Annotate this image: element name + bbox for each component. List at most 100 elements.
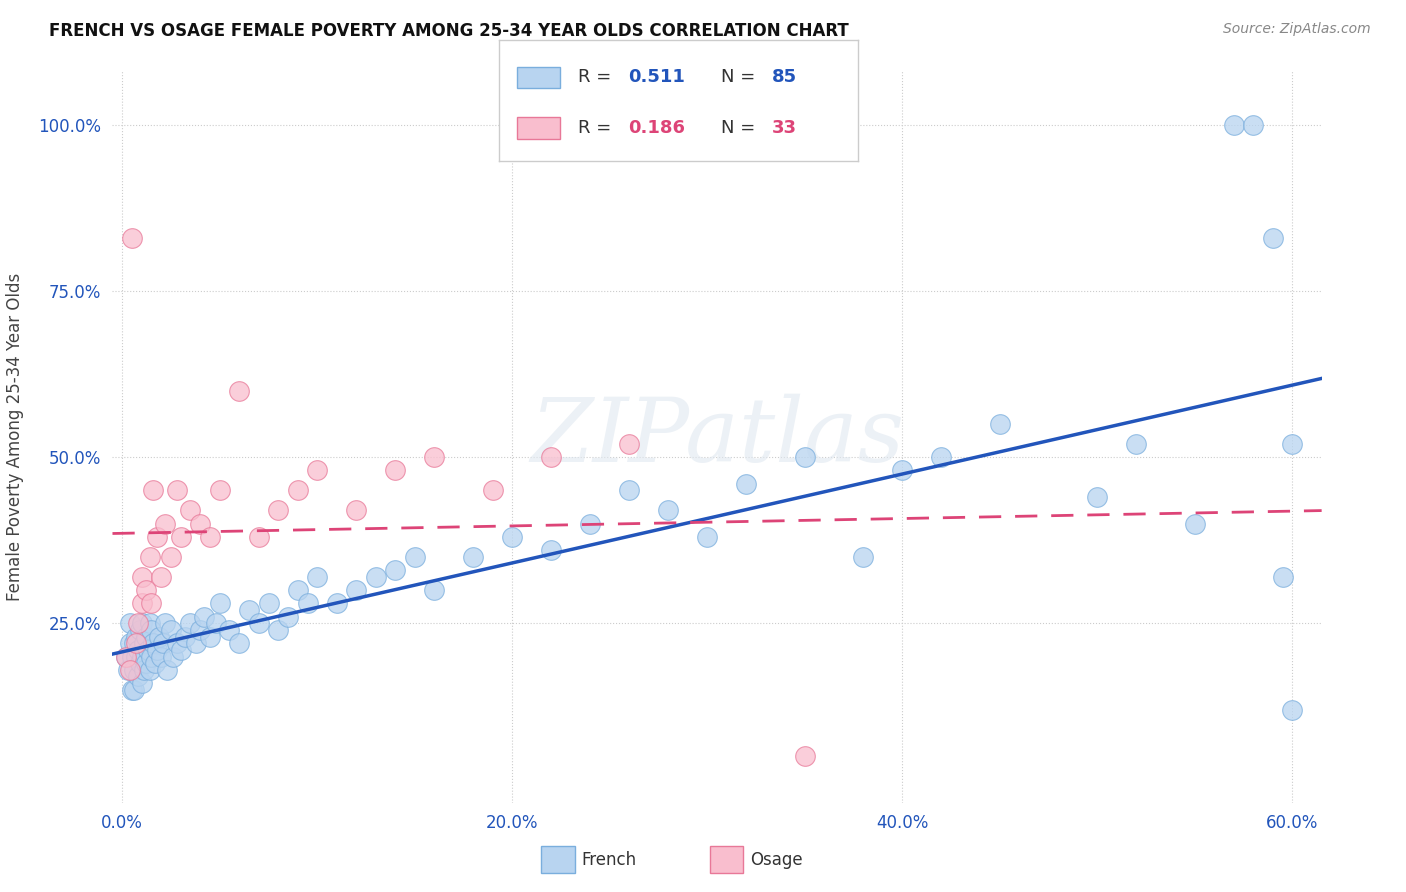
Point bbox=[138, 663, 160, 677]
Point bbox=[117, 663, 139, 677]
Point bbox=[540, 450, 562, 464]
Point bbox=[125, 649, 148, 664]
Point bbox=[135, 582, 157, 597]
Point bbox=[344, 503, 367, 517]
Point bbox=[188, 516, 211, 531]
Point bbox=[173, 630, 195, 644]
FancyBboxPatch shape bbox=[517, 67, 560, 88]
FancyBboxPatch shape bbox=[710, 847, 744, 873]
Point bbox=[208, 483, 231, 498]
Point bbox=[131, 596, 153, 610]
Point bbox=[423, 582, 446, 597]
Text: FRENCH VS OSAGE FEMALE POVERTY AMONG 25-34 YEAR OLDS CORRELATION CHART: FRENCH VS OSAGE FEMALE POVERTY AMONG 25-… bbox=[49, 22, 849, 40]
Point bbox=[127, 643, 149, 657]
Point bbox=[115, 649, 138, 664]
Point bbox=[186, 636, 208, 650]
Point bbox=[247, 616, 270, 631]
Point bbox=[122, 663, 145, 677]
Point bbox=[118, 663, 141, 677]
Point bbox=[198, 630, 221, 644]
Point bbox=[125, 636, 148, 650]
Point bbox=[179, 503, 201, 517]
Point bbox=[287, 582, 309, 597]
Point bbox=[931, 450, 953, 464]
Point bbox=[228, 636, 250, 650]
Point bbox=[121, 682, 143, 697]
Point bbox=[793, 749, 815, 764]
Point bbox=[121, 230, 143, 244]
Point bbox=[125, 630, 148, 644]
Text: French: French bbox=[582, 851, 637, 869]
Text: 0.511: 0.511 bbox=[628, 69, 685, 87]
Point bbox=[1241, 118, 1264, 132]
Point bbox=[218, 623, 240, 637]
Point bbox=[141, 623, 163, 637]
Text: N =: N = bbox=[721, 119, 762, 137]
Point bbox=[404, 549, 426, 564]
Text: ZIPatlas: ZIPatlas bbox=[530, 393, 904, 481]
Point bbox=[188, 623, 211, 637]
Point bbox=[344, 582, 367, 597]
Point bbox=[132, 636, 155, 650]
Point bbox=[793, 450, 815, 464]
Y-axis label: Female Poverty Among 25-34 Year Olds: Female Poverty Among 25-34 Year Olds bbox=[7, 273, 24, 601]
Point bbox=[501, 530, 523, 544]
Point bbox=[150, 649, 173, 664]
Point bbox=[118, 636, 141, 650]
Point bbox=[131, 616, 153, 631]
Point bbox=[198, 530, 221, 544]
Point bbox=[170, 530, 193, 544]
Point bbox=[122, 636, 145, 650]
Point bbox=[141, 649, 163, 664]
Text: 33: 33 bbox=[772, 119, 797, 137]
Point bbox=[1125, 436, 1147, 450]
Point bbox=[146, 530, 169, 544]
Point bbox=[540, 543, 562, 558]
Point bbox=[121, 649, 143, 664]
Point bbox=[142, 636, 165, 650]
Point bbox=[696, 530, 718, 544]
Point bbox=[364, 570, 387, 584]
Point bbox=[267, 503, 290, 517]
Point bbox=[138, 616, 160, 631]
Point bbox=[115, 649, 138, 664]
Text: 85: 85 bbox=[772, 69, 797, 87]
Point bbox=[619, 436, 641, 450]
Point bbox=[657, 503, 679, 517]
Point bbox=[1223, 118, 1246, 132]
Point bbox=[156, 663, 179, 677]
Point bbox=[166, 483, 188, 498]
Point bbox=[619, 483, 641, 498]
FancyBboxPatch shape bbox=[517, 117, 560, 139]
Point bbox=[136, 643, 159, 657]
Point bbox=[152, 636, 174, 650]
Point bbox=[193, 609, 215, 624]
Point bbox=[127, 616, 149, 631]
Point bbox=[988, 417, 1011, 431]
Point bbox=[141, 596, 163, 610]
Point bbox=[891, 463, 914, 477]
Text: 0.186: 0.186 bbox=[628, 119, 685, 137]
Point bbox=[1281, 436, 1303, 450]
Point bbox=[307, 570, 329, 584]
Point bbox=[267, 623, 290, 637]
Point bbox=[160, 549, 183, 564]
Point bbox=[307, 463, 329, 477]
Point bbox=[1281, 703, 1303, 717]
Point bbox=[735, 476, 758, 491]
Point bbox=[208, 596, 231, 610]
Point bbox=[131, 570, 153, 584]
Point bbox=[228, 384, 250, 398]
Point bbox=[153, 516, 176, 531]
Point bbox=[131, 676, 153, 690]
Point bbox=[247, 530, 270, 544]
Point bbox=[153, 616, 176, 631]
Point bbox=[579, 516, 602, 531]
Point bbox=[142, 483, 165, 498]
Point bbox=[238, 603, 260, 617]
Point bbox=[145, 656, 167, 670]
Point bbox=[297, 596, 319, 610]
Point bbox=[150, 570, 173, 584]
Point bbox=[138, 549, 160, 564]
Point bbox=[122, 682, 145, 697]
